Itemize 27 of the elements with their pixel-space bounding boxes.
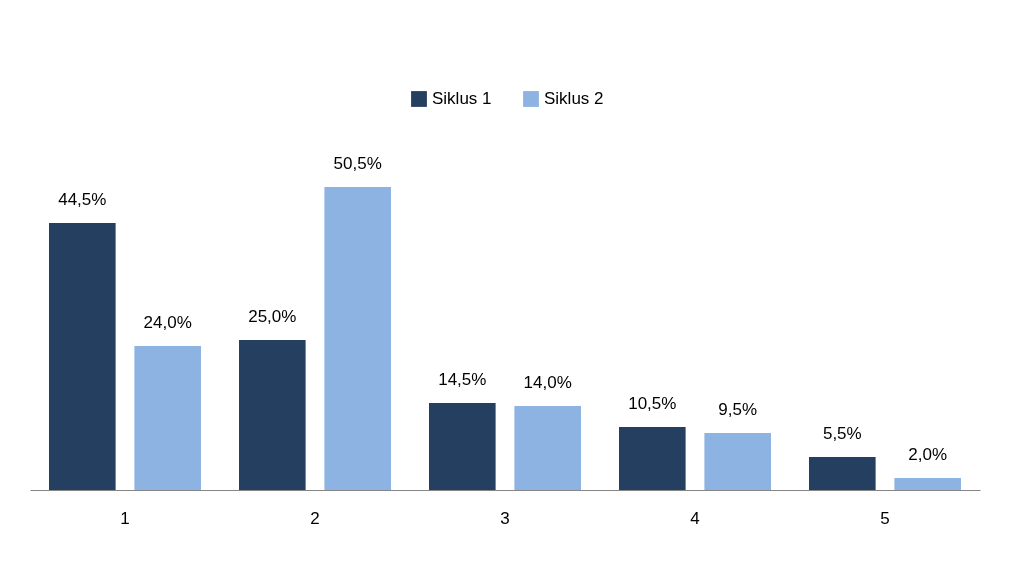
data-label: 14,5% <box>438 370 487 389</box>
x-tick-label: 5 <box>880 508 890 528</box>
data-label: 24,0% <box>143 313 192 332</box>
data-label: 25,0% <box>248 307 297 326</box>
bar <box>619 427 686 490</box>
bar <box>894 478 961 490</box>
bar <box>134 346 201 490</box>
bar <box>239 340 306 490</box>
x-tick-label: 3 <box>500 508 510 528</box>
legend-label: Siklus 2 <box>544 89 604 108</box>
x-tick-label: 4 <box>690 508 700 528</box>
data-label: 50,5% <box>333 154 382 173</box>
data-label: 44,5% <box>58 190 107 209</box>
x-tick-label: 1 <box>120 508 130 528</box>
bar <box>809 457 876 490</box>
data-label: 10,5% <box>628 394 677 413</box>
bar <box>704 433 771 490</box>
bar <box>49 223 116 490</box>
data-label: 5,5% <box>822 424 862 443</box>
data-label: 9,5% <box>718 400 758 419</box>
data-label: 2,0% <box>908 445 948 464</box>
legend-label: Siklus 1 <box>432 89 492 108</box>
data-label: 14,0% <box>523 373 572 392</box>
bar <box>324 187 391 490</box>
bar <box>429 403 496 490</box>
bar <box>514 406 581 490</box>
x-tick-label: 2 <box>310 508 320 528</box>
